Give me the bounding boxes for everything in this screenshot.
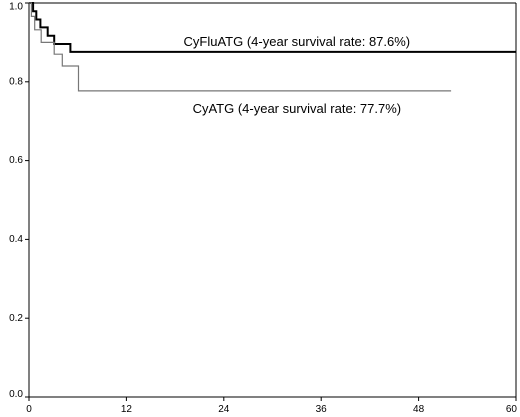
annotation-label: CyATG (4-year survival rate: 77.7%) bbox=[193, 101, 402, 116]
y-tick-label: 0.2 bbox=[9, 313, 23, 324]
plot-frame-group bbox=[28, 2, 517, 398]
y-tick-label: 0.0 bbox=[9, 389, 23, 400]
annotations-group: CyFluATG (4-year survival rate: 87.6%) Cy… bbox=[184, 34, 411, 116]
y-tick-label: 0.8 bbox=[9, 76, 23, 87]
annotation-label: CyFluATG (4-year survival rate: 87.6%) bbox=[184, 34, 411, 49]
x-tick-label: 0 bbox=[26, 404, 32, 415]
series-group bbox=[29, 2, 516, 92]
x-tick-label: 60 bbox=[506, 404, 518, 415]
y-tick-label: 1.0 bbox=[9, 1, 23, 12]
ticks-group: 0.0 0.2 0.4 0.6 0.8 1.0 0 12 24 36 48 60 bbox=[9, 1, 517, 415]
x-tick-label: 36 bbox=[316, 404, 328, 415]
series-line-cyatg bbox=[29, 2, 452, 92]
x-tick-label: 48 bbox=[413, 404, 425, 415]
y-tick-label: 0.4 bbox=[9, 234, 23, 245]
series-line-cyfluatg bbox=[29, 2, 516, 53]
x-tick-label: 24 bbox=[218, 404, 230, 415]
y-tick-label: 0.6 bbox=[9, 155, 23, 166]
x-tick-label: 12 bbox=[121, 404, 133, 415]
